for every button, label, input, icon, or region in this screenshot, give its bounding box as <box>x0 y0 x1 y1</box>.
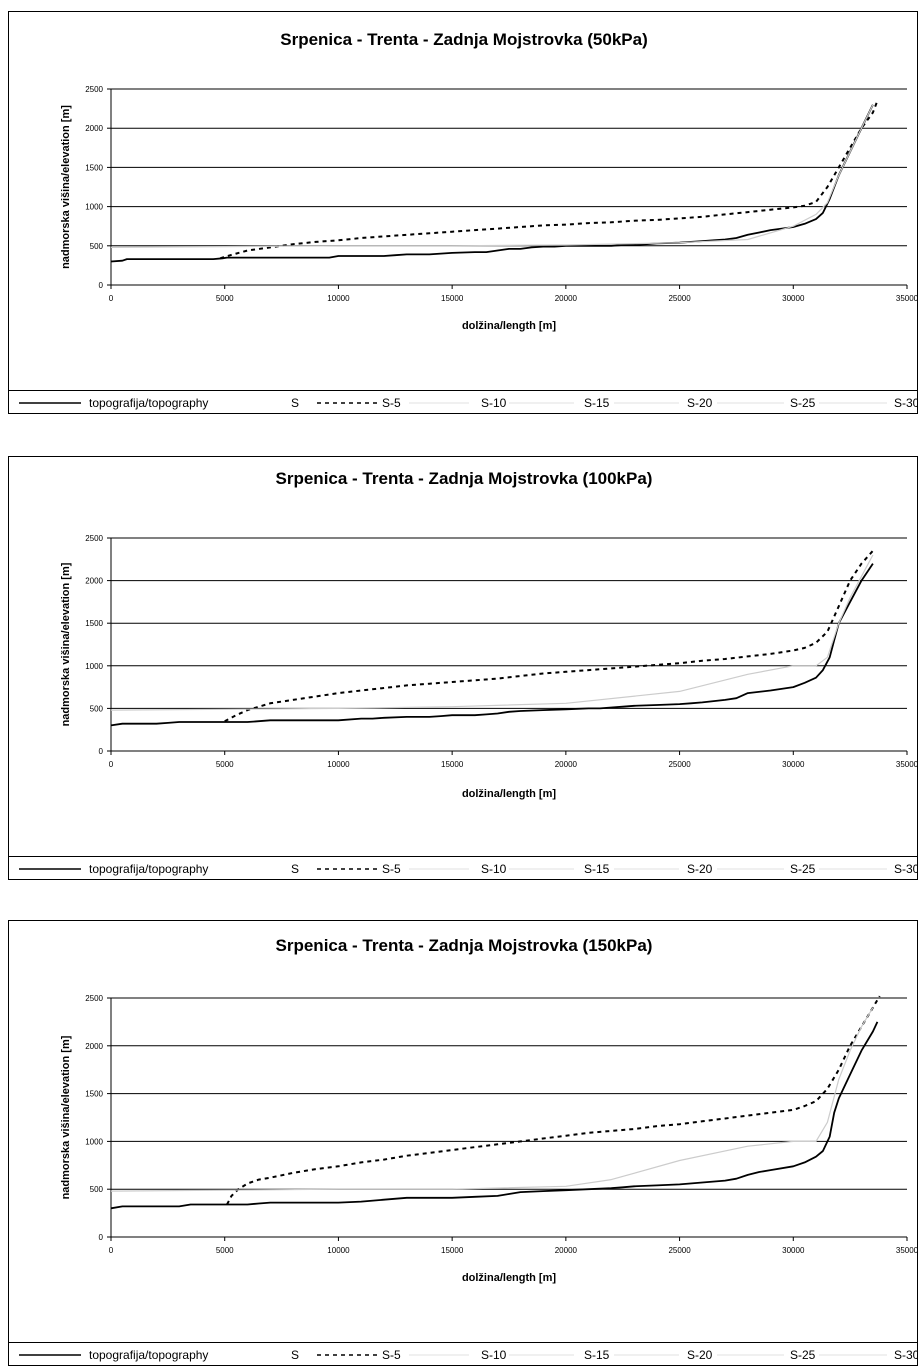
legend-label-s-30: S-30 <box>894 1348 918 1362</box>
series-line-s-5 <box>226 995 881 1205</box>
legend-label-s: S <box>291 1348 299 1362</box>
x-tick-label: 5000 <box>216 760 234 769</box>
x-tick-label: 25000 <box>668 760 691 769</box>
y-tick-label: 500 <box>90 704 104 713</box>
x-tick-label: 25000 <box>668 1246 691 1255</box>
y-tick-label: 0 <box>99 1233 104 1242</box>
legend-label-s-5: S-5 <box>382 1348 401 1362</box>
y-axis-label: nadmorska višina/elevation [m] <box>60 1035 72 1199</box>
chart-panel-50kpa: Srpenica - Trenta - Zadnja Mojstrovka (5… <box>8 11 918 414</box>
x-tick-label: 0 <box>109 760 114 769</box>
y-tick-label: 500 <box>90 242 104 251</box>
y-tick-label: 2000 <box>85 124 103 133</box>
x-tick-label: 0 <box>109 294 114 303</box>
legend-label-s: S <box>291 396 299 410</box>
legend-label-s: S <box>291 862 299 876</box>
legend-label-topography: topografija/topography <box>89 1348 208 1362</box>
legend-svg: topografija/topography S S-5 S-10 S-15 S-20 S-… <box>19 1348 918 1362</box>
legend-label-s-25: S-25 <box>790 396 816 410</box>
y-tick-label: 1000 <box>85 662 103 671</box>
legend-label-s-10: S-10 <box>481 862 507 876</box>
x-tick-label: 30000 <box>782 294 805 303</box>
legend-label-s-15: S-15 <box>584 1348 610 1362</box>
legend-label-s-25: S-25 <box>790 862 816 876</box>
x-tick-label: 5000 <box>216 1246 234 1255</box>
chart-svg: Srpenica - Trenta - Zadnja Mojstrovka (1… <box>60 936 918 1284</box>
series-line-s-5 <box>219 100 879 260</box>
series-line-s <box>110 554 874 711</box>
chart-legend: topografija/topography S S-5 S-10 S-15 S-20 S-… <box>8 390 918 414</box>
y-tick-label: 2500 <box>85 85 103 94</box>
x-axis-label: dolžina/length [m] <box>462 788 556 800</box>
x-tick-label: 5000 <box>216 294 234 303</box>
series-line-topografija-topography <box>110 1021 879 1210</box>
legend-label-s-20: S-20 <box>687 1348 713 1362</box>
legend-label-s-20: S-20 <box>687 396 713 410</box>
y-tick-label: 1000 <box>85 203 103 212</box>
legend-label-s-10: S-10 <box>481 396 507 410</box>
x-tick-label: 20000 <box>555 760 578 769</box>
x-tick-label: 20000 <box>555 294 578 303</box>
legend-label-topography: topografija/topography <box>89 396 208 410</box>
x-tick-label: 10000 <box>327 1246 350 1255</box>
chart-title: Srpenica - Trenta - Zadnja Mojstrovka (1… <box>276 936 653 955</box>
legend-label-s-5: S-5 <box>382 396 401 410</box>
y-tick-label: 1500 <box>85 619 103 628</box>
legend-label-s-15: S-15 <box>584 396 610 410</box>
x-tick-label: 35000 <box>896 294 918 303</box>
x-tick-label: 30000 <box>782 760 805 769</box>
y-tick-label: 2000 <box>85 577 103 586</box>
legend-label-s-15: S-15 <box>584 862 610 876</box>
series-line-s <box>110 104 874 248</box>
x-axis-label: dolžina/length [m] <box>462 1272 556 1284</box>
x-tick-label: 30000 <box>782 1246 805 1255</box>
x-tick-label: 20000 <box>555 1246 578 1255</box>
y-tick-label: 0 <box>99 281 104 290</box>
x-tick-label: 15000 <box>441 294 464 303</box>
y-tick-label: 2500 <box>85 994 103 1003</box>
legend-label-topography: topografija/topography <box>89 862 208 876</box>
chart-panel-150kpa: Srpenica - Trenta - Zadnja Mojstrovka (1… <box>8 920 918 1366</box>
chart-svg: Srpenica - Trenta - Zadnja Mojstrovka (1… <box>60 469 918 800</box>
series-line-topografija-topography <box>110 104 874 263</box>
y-tick-label: 1000 <box>85 1137 103 1146</box>
chart-title: Srpenica - Trenta - Zadnja Mojstrovka (5… <box>280 30 648 49</box>
x-tick-label: 25000 <box>668 294 691 303</box>
y-tick-label: 1500 <box>85 1090 103 1099</box>
legend-svg: topografija/topography S S-5 S-10 S-15 S-20 S-… <box>19 862 918 876</box>
legend-label-s-30: S-30 <box>894 862 918 876</box>
chart-svg: Srpenica - Trenta - Zadnja Mojstrovka (5… <box>60 30 918 332</box>
y-axis-label: nadmorska višina/elevation [m] <box>60 105 72 269</box>
x-tick-label: 10000 <box>327 294 350 303</box>
series-line-s <box>110 1007 874 1192</box>
legend-label-s-30: S-30 <box>894 396 918 410</box>
x-tick-label: 15000 <box>441 760 464 769</box>
series-line-topografija-topography <box>110 563 874 727</box>
legend-label-s-5: S-5 <box>382 862 401 876</box>
series-line-s-5 <box>224 550 874 723</box>
x-tick-label: 35000 <box>896 760 918 769</box>
x-tick-label: 15000 <box>441 1246 464 1255</box>
x-tick-label: 0 <box>109 1246 114 1255</box>
x-tick-label: 10000 <box>327 760 350 769</box>
y-tick-label: 2000 <box>85 1042 103 1051</box>
chart-title: Srpenica - Trenta - Zadnja Mojstrovka (1… <box>276 469 653 488</box>
legend-label-s-20: S-20 <box>687 862 713 876</box>
chart-legend: topografija/topography S S-5 S-10 S-15 S-20 S-… <box>8 1342 918 1366</box>
legend-svg: topografija/topography S S-5 S-10 S-15 S-20 S-… <box>19 396 918 410</box>
x-axis-label: dolžina/length [m] <box>462 320 556 332</box>
legend-label-s-25: S-25 <box>790 1348 816 1362</box>
x-tick-label: 35000 <box>896 1246 918 1255</box>
chart-panel-100kpa: Srpenica - Trenta - Zadnja Mojstrovka (1… <box>8 456 918 880</box>
y-tick-label: 500 <box>90 1185 104 1194</box>
y-tick-label: 0 <box>99 747 104 756</box>
y-tick-label: 1500 <box>85 163 103 172</box>
legend-label-s-10: S-10 <box>481 1348 507 1362</box>
y-axis-label: nadmorska višina/elevation [m] <box>60 562 72 726</box>
y-tick-label: 2500 <box>85 534 103 543</box>
chart-legend: topografija/topography S S-5 S-10 S-15 S-20 S-… <box>8 856 918 880</box>
